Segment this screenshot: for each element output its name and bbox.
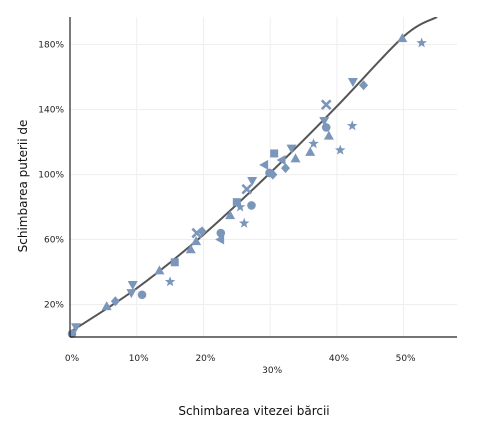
data-point-star bbox=[164, 276, 176, 287]
data-point-triangle-down bbox=[319, 116, 330, 126]
data-point-square bbox=[232, 198, 241, 207]
data-point-triangle-down bbox=[126, 289, 137, 299]
data-point-diamond bbox=[197, 226, 207, 237]
data-point-star bbox=[335, 144, 346, 155]
data-points bbox=[67, 33, 427, 339]
y-tick-label: 140% bbox=[38, 106, 64, 116]
data-point-triangle-up bbox=[225, 210, 236, 220]
data-point-triangle-up bbox=[323, 130, 334, 140]
data-point-triangle-left bbox=[276, 154, 286, 165]
data-point-circle bbox=[321, 123, 331, 132]
y-tick-label: 180% bbox=[38, 41, 64, 51]
data-point-triangle-up bbox=[397, 33, 408, 43]
data-point-star bbox=[308, 138, 319, 149]
y-tick-label: 100% bbox=[38, 171, 64, 181]
x-tick-label: 10% bbox=[129, 354, 149, 364]
x-tick-label: 40% bbox=[329, 354, 349, 364]
data-point-triangle-up bbox=[154, 265, 165, 275]
data-point-diamond bbox=[281, 163, 291, 174]
data-point-star bbox=[347, 120, 358, 131]
data-point-triangle-up bbox=[101, 301, 112, 311]
grid-lines bbox=[70, 17, 457, 337]
data-point-triangle-down bbox=[286, 144, 297, 154]
x-axis-title: Schimbarea vitezei bărcii bbox=[178, 404, 329, 418]
data-point-triangle-up bbox=[290, 153, 301, 163]
data-point-triangle-down bbox=[127, 281, 138, 291]
x-tick-label: 20% bbox=[195, 354, 215, 364]
data-point-triangle-up bbox=[191, 236, 202, 246]
data-point-star bbox=[238, 217, 250, 228]
y-tick-label: 60% bbox=[44, 236, 64, 246]
data-point-triangle-left bbox=[259, 159, 269, 170]
data-point-circle bbox=[137, 290, 147, 300]
data-point-triangle-down bbox=[71, 323, 82, 333]
data-point-star bbox=[416, 37, 427, 48]
data-point-triangle-down bbox=[347, 77, 358, 87]
data-point-triangle-up bbox=[185, 244, 196, 254]
y-tick-label: 20% bbox=[44, 301, 64, 311]
tick-labels: 0% 10% 20% 30% 40% 50% 20% 60% 100% 140% 180% bbox=[38, 41, 416, 376]
data-point-x bbox=[241, 183, 253, 195]
data-point-diamond bbox=[110, 296, 120, 307]
y-axis-title: Schimbarea puterii de bbox=[16, 120, 30, 253]
data-point-circle bbox=[216, 228, 226, 238]
data-point-triangle-down bbox=[247, 177, 258, 187]
data-point-square bbox=[170, 258, 179, 267]
data-point-square bbox=[270, 149, 279, 158]
data-point-star bbox=[234, 201, 246, 212]
data-point-circle bbox=[247, 201, 256, 210]
x-tick-label: 50% bbox=[396, 354, 416, 364]
data-point-diamond bbox=[359, 80, 369, 91]
data-point-triangle-up bbox=[305, 146, 316, 156]
x-tick-label: 0% bbox=[65, 354, 80, 364]
data-point-diamond bbox=[268, 169, 278, 180]
x-tick-label: 30% bbox=[262, 366, 282, 376]
data-point-x bbox=[320, 99, 332, 111]
